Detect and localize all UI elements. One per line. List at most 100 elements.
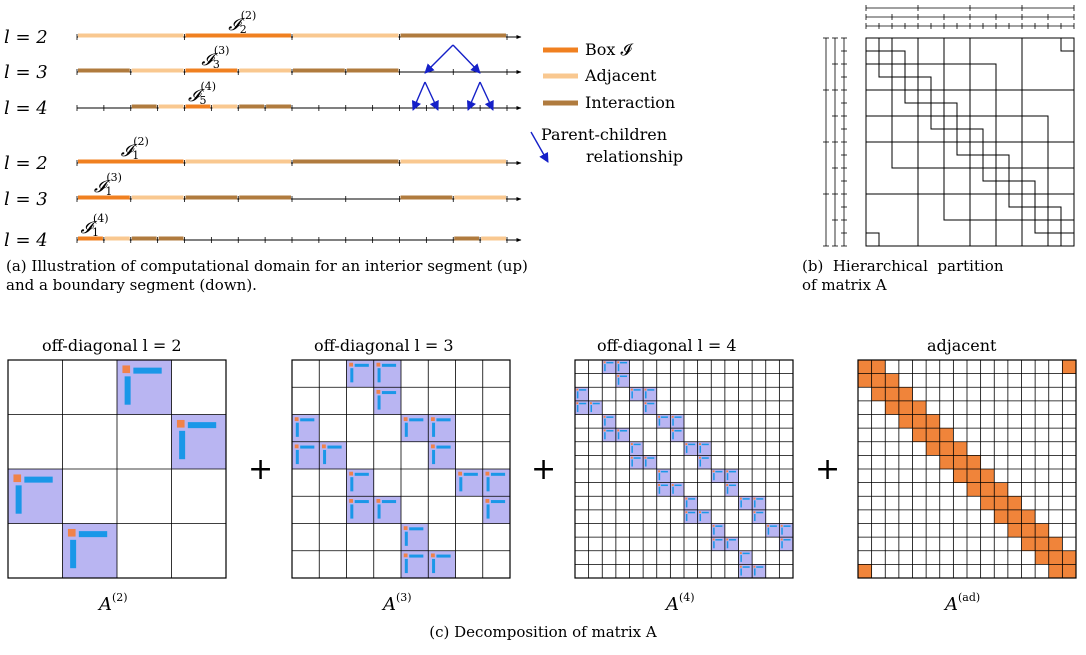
adjacent-block — [871, 387, 886, 401]
block-blue-col — [726, 473, 729, 481]
legend-adjacent-label: Adjacent — [584, 66, 657, 85]
block-blue-row — [660, 416, 668, 418]
partition-block — [969, 37, 1023, 91]
block-orange-mark — [376, 389, 381, 394]
adjacent-block — [1062, 360, 1076, 374]
adjacent-block — [980, 496, 995, 510]
block-orange-mark — [617, 374, 620, 377]
box-label: 𝓘3(3) — [201, 44, 229, 71]
domain-row-2: l = 3 𝓘3(3) — [4, 44, 522, 83]
block-orange-mark — [485, 498, 490, 503]
partition-block — [956, 128, 971, 143]
block-blue-row — [354, 363, 369, 367]
matrix-l3 — [291, 359, 511, 579]
block-blue-row — [742, 566, 750, 568]
block-blue-row — [133, 367, 162, 374]
block-blue-row — [606, 416, 614, 418]
partition-block — [982, 167, 997, 182]
adjacent-block — [871, 360, 886, 374]
block-blue-col — [604, 364, 606, 372]
matrix-border — [7, 359, 227, 579]
block-blue-col — [604, 432, 606, 440]
adjacent-block — [1035, 537, 1049, 551]
block-orange-mark — [685, 511, 688, 514]
partition-block — [1008, 180, 1023, 195]
block-blue-row — [354, 500, 369, 504]
block-blue-row — [633, 389, 641, 391]
block-blue-row — [436, 445, 451, 449]
adjacent-block — [1007, 509, 1022, 524]
block-orange-mark — [658, 470, 661, 473]
partition-block — [891, 141, 919, 169]
partition-block — [982, 141, 997, 156]
block-orange-mark — [753, 497, 756, 500]
block-blue-col — [631, 391, 633, 399]
adjacent-block — [980, 482, 995, 497]
adjacent-block — [898, 400, 913, 415]
block-blue-row — [78, 531, 108, 538]
adjacent-block — [898, 414, 913, 429]
block-orange-mark — [658, 415, 661, 418]
block-blue-row — [381, 363, 397, 367]
block-orange-mark — [739, 497, 742, 500]
block-blue-col — [713, 527, 715, 535]
block-blue-row — [619, 430, 628, 432]
adjacent-block — [939, 428, 954, 442]
partition-block — [943, 128, 958, 143]
adjacent-block — [953, 441, 967, 456]
block-blue-col — [124, 376, 131, 405]
box-label-sup: (4) — [93, 212, 109, 225]
partition-block — [995, 167, 1010, 182]
block-blue-row — [701, 457, 709, 459]
adjacent-block — [926, 441, 940, 456]
partition-block — [917, 193, 971, 247]
adjacent-block — [912, 400, 927, 415]
block-blue-col — [576, 404, 579, 413]
block-blue-row — [579, 389, 587, 391]
partition-block — [956, 115, 971, 130]
legend-parent-label-2: relationship — [586, 147, 683, 166]
block-orange-mark — [430, 553, 435, 558]
adjacent-block — [994, 496, 1008, 510]
block-orange-mark — [576, 388, 579, 391]
block-blue-row — [728, 484, 737, 487]
box-label-sub: 5 — [199, 94, 206, 107]
block-orange-mark — [321, 444, 326, 449]
partition-block — [865, 50, 880, 65]
block-orange-mark — [294, 417, 299, 422]
block-orange-mark — [671, 415, 674, 418]
panel-b-hierarchical-partition — [823, 5, 1075, 247]
matrix-l4 — [574, 359, 794, 579]
matrix-adjacent — [857, 359, 1077, 579]
block-blue-col — [685, 500, 688, 508]
partition-block — [917, 102, 932, 117]
block-blue-row — [579, 402, 587, 405]
adjacent-block — [1048, 550, 1063, 565]
partition-block — [1047, 206, 1062, 221]
partition-block — [969, 89, 997, 117]
legend-parent-label-1: Parent-children — [541, 125, 667, 144]
caption-b-line-2: of matrix A — [802, 276, 887, 294]
block-blue-col — [754, 500, 756, 508]
plus-sign-2: + — [531, 452, 557, 487]
block-blue-row — [701, 511, 709, 514]
arrow-parent-to-child-right — [452, 44, 481, 74]
block-blue-col — [658, 418, 661, 426]
arrow-child-split-2 — [424, 81, 439, 111]
block-orange-mark — [294, 444, 299, 449]
adjacent-block — [858, 373, 872, 388]
level-label: l = 4 — [4, 230, 48, 251]
adjacent-block — [1007, 523, 1022, 538]
partition-block — [1034, 206, 1049, 221]
block-blue-col — [432, 422, 436, 437]
block-orange-mark — [403, 526, 408, 531]
block-blue-row — [674, 484, 682, 487]
block-blue-col — [617, 432, 620, 440]
partition-block — [982, 154, 997, 169]
level-label: l = 3 — [4, 189, 48, 210]
adjacent-block — [1062, 550, 1076, 565]
adjacent-block — [871, 373, 886, 388]
block-orange-mark — [726, 538, 729, 541]
caption-b: (b) Hierarchical partition of matrix A — [802, 257, 1086, 295]
